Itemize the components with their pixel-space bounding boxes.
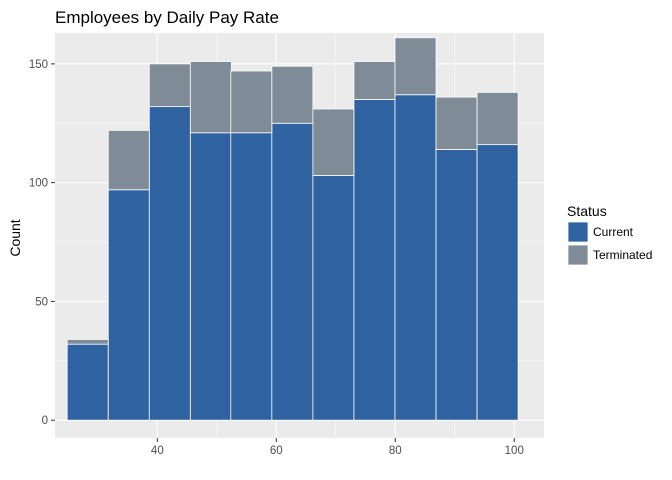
x-tick-label: 80 [389,445,402,457]
bar-current-3 [189,132,232,421]
bar-terminated-7 [353,61,396,100]
legend: Status Current Terminated [567,203,652,266]
x-tick-label: 40 [151,445,164,457]
y-axis-ticks: 0 50 100 150 [29,59,55,427]
bar-terminated-8 [394,37,437,96]
legend-label-terminated: Terminated [593,248,652,262]
bar-terminated-10 [476,91,519,146]
legend-key-terminated [567,244,589,266]
y-tick-label: 50 [35,296,48,308]
bar-terminated-6 [312,108,355,176]
bar-current-10 [476,144,519,421]
x-tick-label: 60 [270,445,283,457]
bar-current-1 [107,189,150,421]
chart-title: Employees by Daily Pay Rate [55,8,279,27]
bars-layer [66,37,519,421]
bar-current-2 [148,106,191,421]
bar-terminated-2 [148,63,191,108]
bar-terminated-4 [230,70,273,134]
bar-current-9 [435,148,478,421]
legend-title: Status [567,203,607,219]
y-axis-title: Count [7,219,23,256]
y-tick-label: 0 [42,415,48,427]
legend-label-current: Current [593,225,634,239]
bar-terminated-0 [66,339,109,345]
bar-current-5 [271,122,314,421]
legend-items: Current Terminated [567,221,652,266]
x-axis-ticks: 40 60 80 100 [151,438,524,457]
bar-current-6 [312,175,355,421]
x-tick-label: 100 [505,445,524,457]
y-tick-label: 150 [29,59,48,71]
bar-current-7 [353,99,396,421]
bar-current-0 [66,343,109,421]
bar-terminated-5 [271,65,314,124]
bar-current-8 [394,94,437,421]
y-tick-label: 100 [29,178,48,190]
bar-current-4 [230,132,273,421]
bar-terminated-9 [435,96,478,150]
bar-terminated-3 [189,61,232,134]
legend-key-current [567,221,589,243]
bar-terminated-1 [107,129,150,191]
